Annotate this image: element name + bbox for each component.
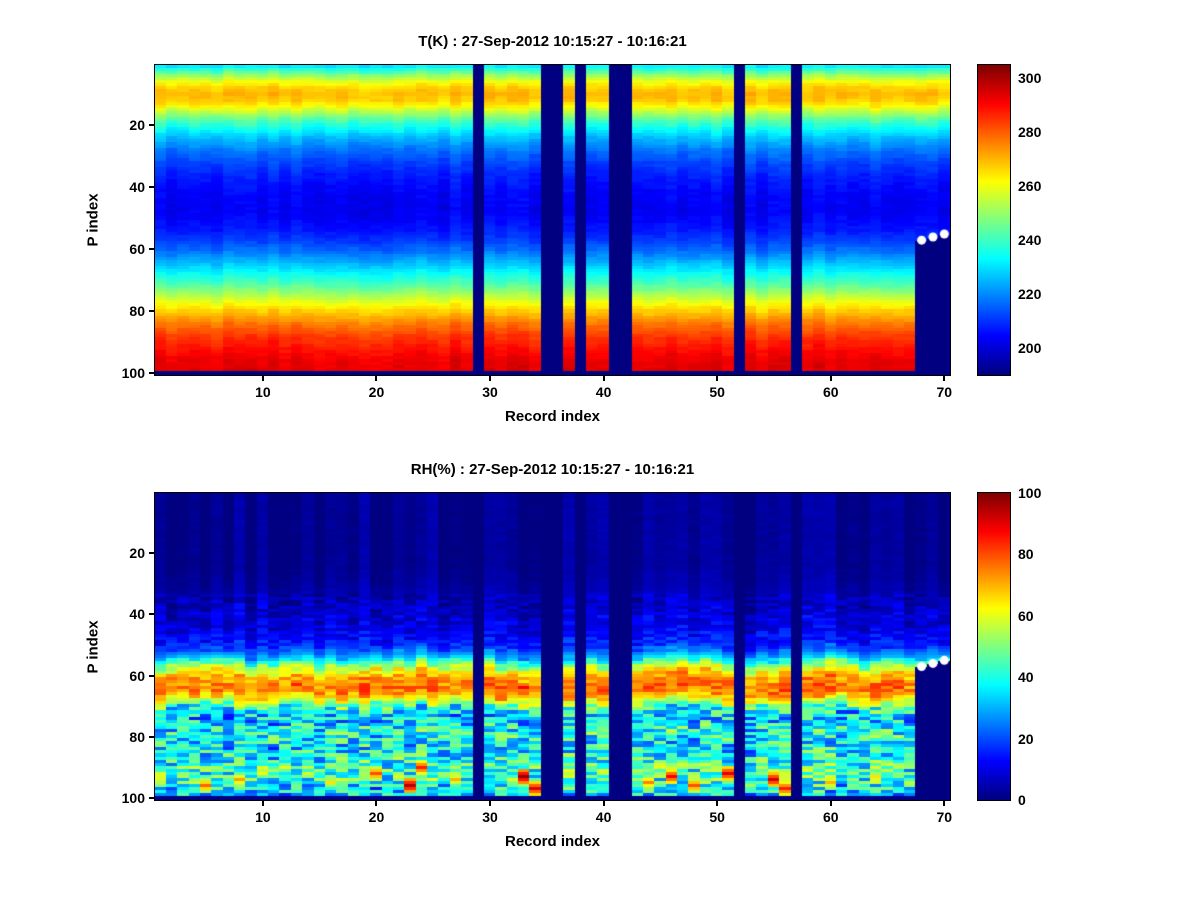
- y-tick-label: 80: [129, 303, 145, 320]
- colorbar-tick-label: 60: [1018, 607, 1034, 624]
- y-tick-label: 100: [121, 365, 145, 382]
- y-tick-mark: [149, 551, 154, 554]
- y-tick-label: 60: [129, 241, 145, 258]
- x-tick-mark: [602, 801, 605, 806]
- x-tick-mark: [489, 376, 492, 381]
- chart-title: RH(%) : 27-Sep-2012 10:15:27 - 10:16:21: [410, 461, 695, 478]
- x-tick-label: 60: [822, 384, 839, 400]
- y-tick-mark: [149, 613, 154, 616]
- colorbar-tick-label: 220: [1018, 286, 1042, 303]
- x-tick-label: 30: [482, 809, 498, 825]
- x-tick-mark: [829, 376, 832, 381]
- y-tick-label: 100: [121, 790, 145, 807]
- x-tick-label: 70: [936, 384, 953, 400]
- y-tick-label: 20: [129, 544, 145, 561]
- y-tick-label: 20: [129, 117, 145, 134]
- x-tick-label: 40: [595, 384, 612, 400]
- x-tick-mark: [716, 801, 719, 806]
- x-tick-label: 20: [368, 809, 385, 825]
- x-tick-mark: [489, 801, 492, 806]
- colorbar: [977, 64, 1011, 376]
- x-tick-mark: [602, 376, 605, 381]
- y-tick-mark: [149, 674, 154, 677]
- x-tick-mark: [261, 801, 264, 806]
- colorbar: [977, 492, 1011, 801]
- y-axis-label: P index: [84, 619, 102, 674]
- x-tick-label: 70: [936, 809, 953, 825]
- y-tick-label: 40: [129, 179, 145, 196]
- x-tick-mark: [943, 376, 946, 381]
- colorbar-tick-label: 0: [1018, 792, 1026, 808]
- colorbar-tick-label: 80: [1018, 546, 1034, 563]
- x-tick-label: 50: [709, 809, 725, 825]
- y-tick-mark: [149, 797, 154, 800]
- y-tick-label: 80: [129, 729, 145, 746]
- x-tick-label: 20: [368, 384, 385, 400]
- x-tick-mark: [716, 376, 719, 381]
- chart-title: T(K) : 27-Sep-2012 10:15:27 - 10:16:21: [418, 33, 687, 50]
- colorbar-tick-label: 100: [1018, 485, 1042, 501]
- x-tick-mark: [375, 801, 378, 806]
- x-axis-label: Record index: [504, 408, 601, 425]
- y-tick-label: 60: [129, 667, 145, 684]
- x-tick-label: 30: [482, 384, 498, 400]
- x-tick-mark: [943, 801, 946, 806]
- colorbar-tick-label: 260: [1018, 178, 1042, 195]
- y-tick-mark: [149, 124, 154, 127]
- colorbar-tick-label: 200: [1018, 340, 1042, 357]
- y-tick-mark: [149, 736, 154, 739]
- heatmap-canvas: [154, 64, 951, 376]
- x-tick-mark: [829, 801, 832, 806]
- y-tick-mark: [149, 372, 154, 375]
- x-tick-label: 60: [822, 809, 839, 825]
- y-tick-mark: [149, 310, 154, 313]
- colorbar-tick-label: 240: [1018, 232, 1042, 249]
- colorbar-tick-label: 40: [1018, 669, 1034, 686]
- x-tick-label: 50: [709, 384, 725, 400]
- x-tick-label: 40: [595, 809, 612, 825]
- x-axis-label: Record index: [504, 833, 601, 850]
- x-tick-label: 10: [255, 809, 271, 825]
- x-tick-mark: [261, 376, 264, 381]
- x-tick-mark: [375, 376, 378, 381]
- heatmap-canvas: [154, 492, 951, 801]
- colorbar-tick-label: 20: [1018, 730, 1034, 747]
- y-tick-mark: [149, 248, 154, 251]
- y-tick-label: 40: [129, 606, 145, 623]
- colorbar-tick-label: 280: [1018, 124, 1042, 141]
- colorbar-tick-label: 300: [1018, 70, 1042, 87]
- y-tick-mark: [149, 186, 154, 189]
- x-tick-label: 10: [255, 384, 271, 400]
